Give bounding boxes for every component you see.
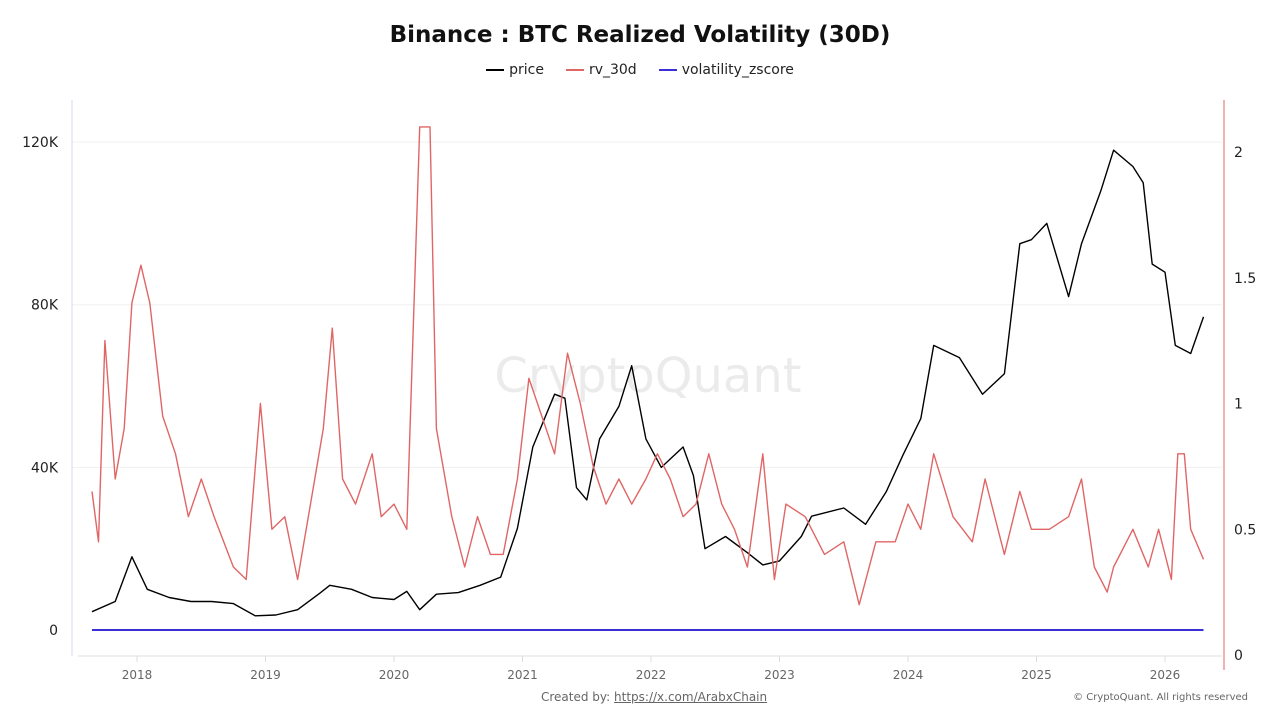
y-right-tick-label: 1.5 (1234, 271, 1256, 287)
legend-item-price[interactable]: price (486, 62, 544, 78)
x-tick-label: 2021 (507, 668, 538, 682)
x-tick-label: 2022 (636, 668, 667, 682)
y-right-tick-label: 0 (1234, 648, 1243, 664)
footer-credit: Created by: https://x.com/ArabxChain (541, 690, 768, 704)
x-tick-label: 2024 (893, 668, 924, 682)
chart-title: Binance : BTC Realized Volatility (30D) (389, 22, 891, 48)
y-left-tick-label: 40K (31, 460, 59, 476)
x-tick-label: 2026 (1150, 668, 1181, 682)
legend-item-volatility_zscore[interactable]: volatility_zscore (658, 62, 794, 78)
legend-item-rv_30d[interactable]: rv_30d (565, 62, 637, 78)
x-tick-label: 2018 (122, 668, 153, 682)
watermark: CryptoQuant (494, 348, 801, 404)
x-tick-label: 2025 (1021, 668, 1052, 682)
y-left-tick-label: 120K (22, 135, 59, 151)
copyright: © CryptoQuant. All rights reserved (1073, 692, 1248, 703)
legend: price rv_30d volatility_zscore (0, 62, 1280, 78)
x-tick-label: 2020 (379, 668, 410, 682)
y-left-tick-label: 0 (49, 623, 58, 639)
creator-link[interactable]: https://x.com/ArabxChain (614, 690, 768, 704)
x-tick-label: 2019 (250, 668, 281, 682)
series-line-price (91, 149, 1205, 617)
y-right-tick-label: 0.5 (1234, 522, 1256, 538)
y-right-tick-label: 2 (1234, 145, 1243, 161)
y-right-tick-label: 1 (1234, 397, 1243, 413)
y-left-tick-label: 80K (31, 298, 59, 314)
series-line-rv_30d (91, 126, 1205, 606)
x-tick-label: 2023 (764, 668, 795, 682)
